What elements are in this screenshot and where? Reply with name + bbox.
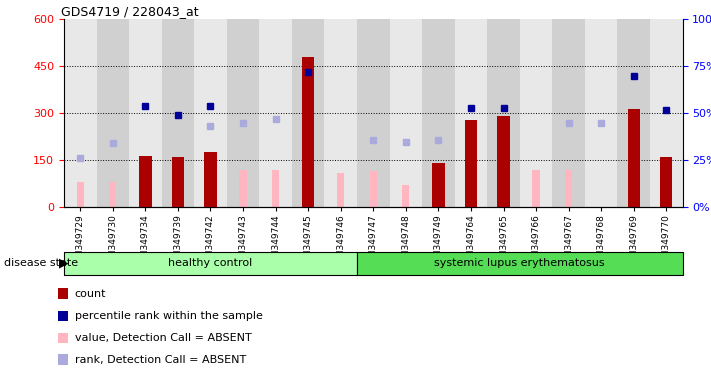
Text: percentile rank within the sample: percentile rank within the sample: [75, 311, 262, 321]
Text: rank, Detection Call = ABSENT: rank, Detection Call = ABSENT: [75, 355, 246, 365]
Bar: [58, 288, 68, 299]
Bar: [520, 19, 552, 207]
Text: healthy control: healthy control: [169, 258, 252, 268]
Bar: [58, 311, 68, 321]
Text: ▶: ▶: [59, 257, 69, 270]
Bar: [302, 57, 314, 207]
Bar: [565, 170, 572, 207]
Bar: [533, 170, 540, 207]
Text: GDS4719 / 228043_at: GDS4719 / 228043_at: [61, 5, 198, 18]
Bar: [650, 19, 683, 207]
Bar: [357, 252, 683, 275]
Bar: [129, 19, 161, 207]
Bar: [585, 19, 617, 207]
Bar: [292, 19, 324, 207]
Bar: [660, 157, 673, 207]
Bar: [161, 19, 194, 207]
Bar: [64, 19, 97, 207]
Bar: [97, 19, 129, 207]
Bar: [454, 19, 487, 207]
Bar: [357, 19, 390, 207]
Bar: [422, 19, 454, 207]
Bar: [465, 119, 477, 207]
Text: disease state: disease state: [4, 258, 77, 268]
Bar: [617, 19, 650, 207]
Bar: [109, 182, 117, 207]
Bar: [432, 164, 444, 207]
Bar: [497, 116, 510, 207]
Bar: [194, 19, 227, 207]
Bar: [487, 19, 520, 207]
Bar: [628, 109, 640, 207]
Bar: [139, 156, 151, 207]
Bar: [58, 354, 68, 365]
Bar: [172, 157, 184, 207]
Text: systemic lupus erythematosus: systemic lupus erythematosus: [434, 258, 605, 268]
Bar: [337, 173, 344, 207]
Text: value, Detection Call = ABSENT: value, Detection Call = ABSENT: [75, 333, 252, 343]
Bar: [260, 19, 292, 207]
Bar: [227, 19, 260, 207]
Bar: [390, 19, 422, 207]
Bar: [272, 170, 279, 207]
Bar: [64, 252, 357, 275]
Bar: [324, 19, 357, 207]
Text: count: count: [75, 289, 106, 299]
Bar: [58, 333, 68, 343]
Bar: [370, 171, 377, 207]
Bar: [402, 185, 410, 207]
Bar: [204, 152, 217, 207]
Bar: [240, 170, 247, 207]
Bar: [77, 182, 84, 207]
Bar: [552, 19, 585, 207]
